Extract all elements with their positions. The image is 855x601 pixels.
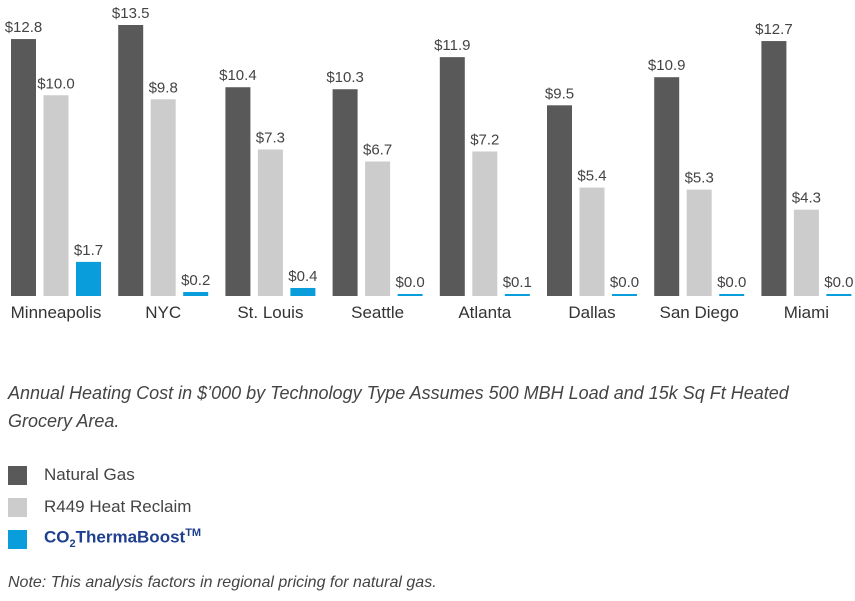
bar-dallas-co2thermaboost — [612, 294, 637, 296]
data-label-nyc-natural-gas: $13.5 — [112, 5, 150, 22]
data-label-st-louis-co2thermaboost: $0.4 — [288, 268, 317, 285]
bar-nyc-co2thermaboost — [183, 291, 209, 296]
bar-st-louis-natural-gas — [225, 87, 251, 296]
legend: Natural Gas R449 Heat Reclaim CO2ThermaB… — [8, 459, 201, 555]
data-label-seattle-natural-gas: $10.3 — [326, 69, 364, 86]
bar-seattle-r449-heat-reclaim — [365, 161, 391, 296]
data-label-san-diego-co2thermaboost: $0.0 — [717, 274, 746, 291]
data-label-seattle-r449-heat-reclaim: $6.7 — [363, 142, 392, 159]
bar-nyc-natural-gas — [118, 25, 144, 296]
bar-atlanta-co2thermaboost — [504, 293, 530, 296]
data-label-miami-natural-gas: $12.7 — [755, 21, 793, 38]
bar-minneapolis-co2thermaboost — [76, 261, 101, 296]
bar-san-diego-co2thermaboost — [719, 294, 745, 296]
data-label-nyc-r449-heat-reclaim: $9.8 — [149, 79, 178, 96]
category-label-minneapolis: Minneapolis — [11, 303, 102, 322]
bar-atlanta-r449-heat-reclaim — [472, 151, 498, 296]
bar-nyc-r449-heat-reclaim — [150, 99, 176, 296]
data-label-dallas-co2thermaboost: $0.0 — [610, 274, 639, 291]
data-label-st-louis-natural-gas: $10.4 — [219, 67, 257, 84]
bar-miami-co2thermaboost — [826, 294, 852, 296]
data-label-atlanta-r449-heat-reclaim: $7.2 — [470, 131, 499, 148]
bar-miami-natural-gas — [761, 41, 787, 296]
bar-dallas-r449-heat-reclaim — [579, 187, 605, 296]
legend-label-natural-gas: Natural Gas — [44, 465, 135, 484]
data-label-seattle-co2thermaboost: $0.0 — [395, 274, 424, 291]
data-label-san-diego-r449-heat-reclaim: $5.3 — [685, 170, 714, 187]
data-label-st-louis-r449-heat-reclaim: $7.3 — [256, 129, 285, 146]
data-label-atlanta-co2thermaboost: $0.1 — [503, 274, 532, 291]
category-label-miami: Miami — [784, 303, 829, 322]
bar-dallas-natural-gas — [547, 105, 572, 296]
legend-item-r449: R449 Heat Reclaim — [8, 491, 201, 523]
category-label-atlanta: Atlanta — [458, 303, 511, 322]
data-label-san-diego-natural-gas: $10.9 — [648, 57, 686, 74]
bar-minneapolis-natural-gas — [11, 39, 36, 297]
data-label-miami-r449-heat-reclaim: $4.3 — [792, 190, 821, 207]
bar-chart: $12.8 $10.0 $1.7 Minneapolis $13.5 $9.8 $0.2NY… — [5, 5, 854, 322]
legend-swatch-natural-gas — [8, 465, 27, 485]
bar-minneapolis-r449-heat-reclaim — [43, 95, 69, 296]
legend-label-co2-thermaboost: CO2ThermaBoostTM — [44, 527, 202, 551]
bar-st-louis-r449-heat-reclaim — [257, 149, 283, 296]
chart-note: Note: This analysis factors in regional … — [8, 574, 437, 591]
data-label-nyc-co2thermaboost: $0.2 — [181, 272, 210, 289]
legend-swatch-r449 — [8, 497, 27, 517]
bar-seattle-natural-gas — [332, 89, 358, 297]
category-label-nyc: NYC — [145, 303, 181, 322]
category-label-dallas: Dallas — [568, 303, 615, 322]
data-label-dallas-r449-heat-reclaim: $5.4 — [577, 168, 606, 185]
data-label-miami-co2thermaboost: $0.0 — [824, 274, 853, 291]
chart-caption: Annual Heating Cost in $’000 by Technolo… — [8, 383, 789, 431]
bar-miami-r449-heat-reclaim — [793, 209, 819, 296]
category-label-st-louis: St. Louis — [237, 303, 303, 322]
data-label-minneapolis-natural-gas: $12.8 — [5, 19, 43, 36]
legend-item-co2-thermaboost: CO2ThermaBoostTM — [8, 523, 201, 555]
bar-atlanta-natural-gas — [439, 57, 465, 297]
bar-san-diego-r449-heat-reclaim — [686, 189, 712, 296]
category-label-seattle: Seattle — [351, 303, 404, 322]
bar-seattle-co2thermaboost — [397, 294, 423, 296]
bar-st-louis-co2thermaboost — [290, 287, 316, 296]
data-label-minneapolis-r449-heat-reclaim: $10.0 — [37, 75, 75, 92]
legend-item-natural-gas: Natural Gas — [8, 459, 201, 491]
data-label-atlanta-natural-gas: $11.9 — [434, 37, 470, 54]
data-label-dallas-natural-gas: $9.5 — [545, 85, 574, 102]
data-label-minneapolis-co2thermaboost: $1.7 — [74, 242, 103, 259]
legend-label-r449: R449 Heat Reclaim — [44, 497, 192, 516]
bar-san-diego-natural-gas — [654, 77, 680, 296]
legend-swatch-co2-thermaboost — [8, 529, 27, 549]
category-label-san-diego: San Diego — [660, 303, 739, 322]
